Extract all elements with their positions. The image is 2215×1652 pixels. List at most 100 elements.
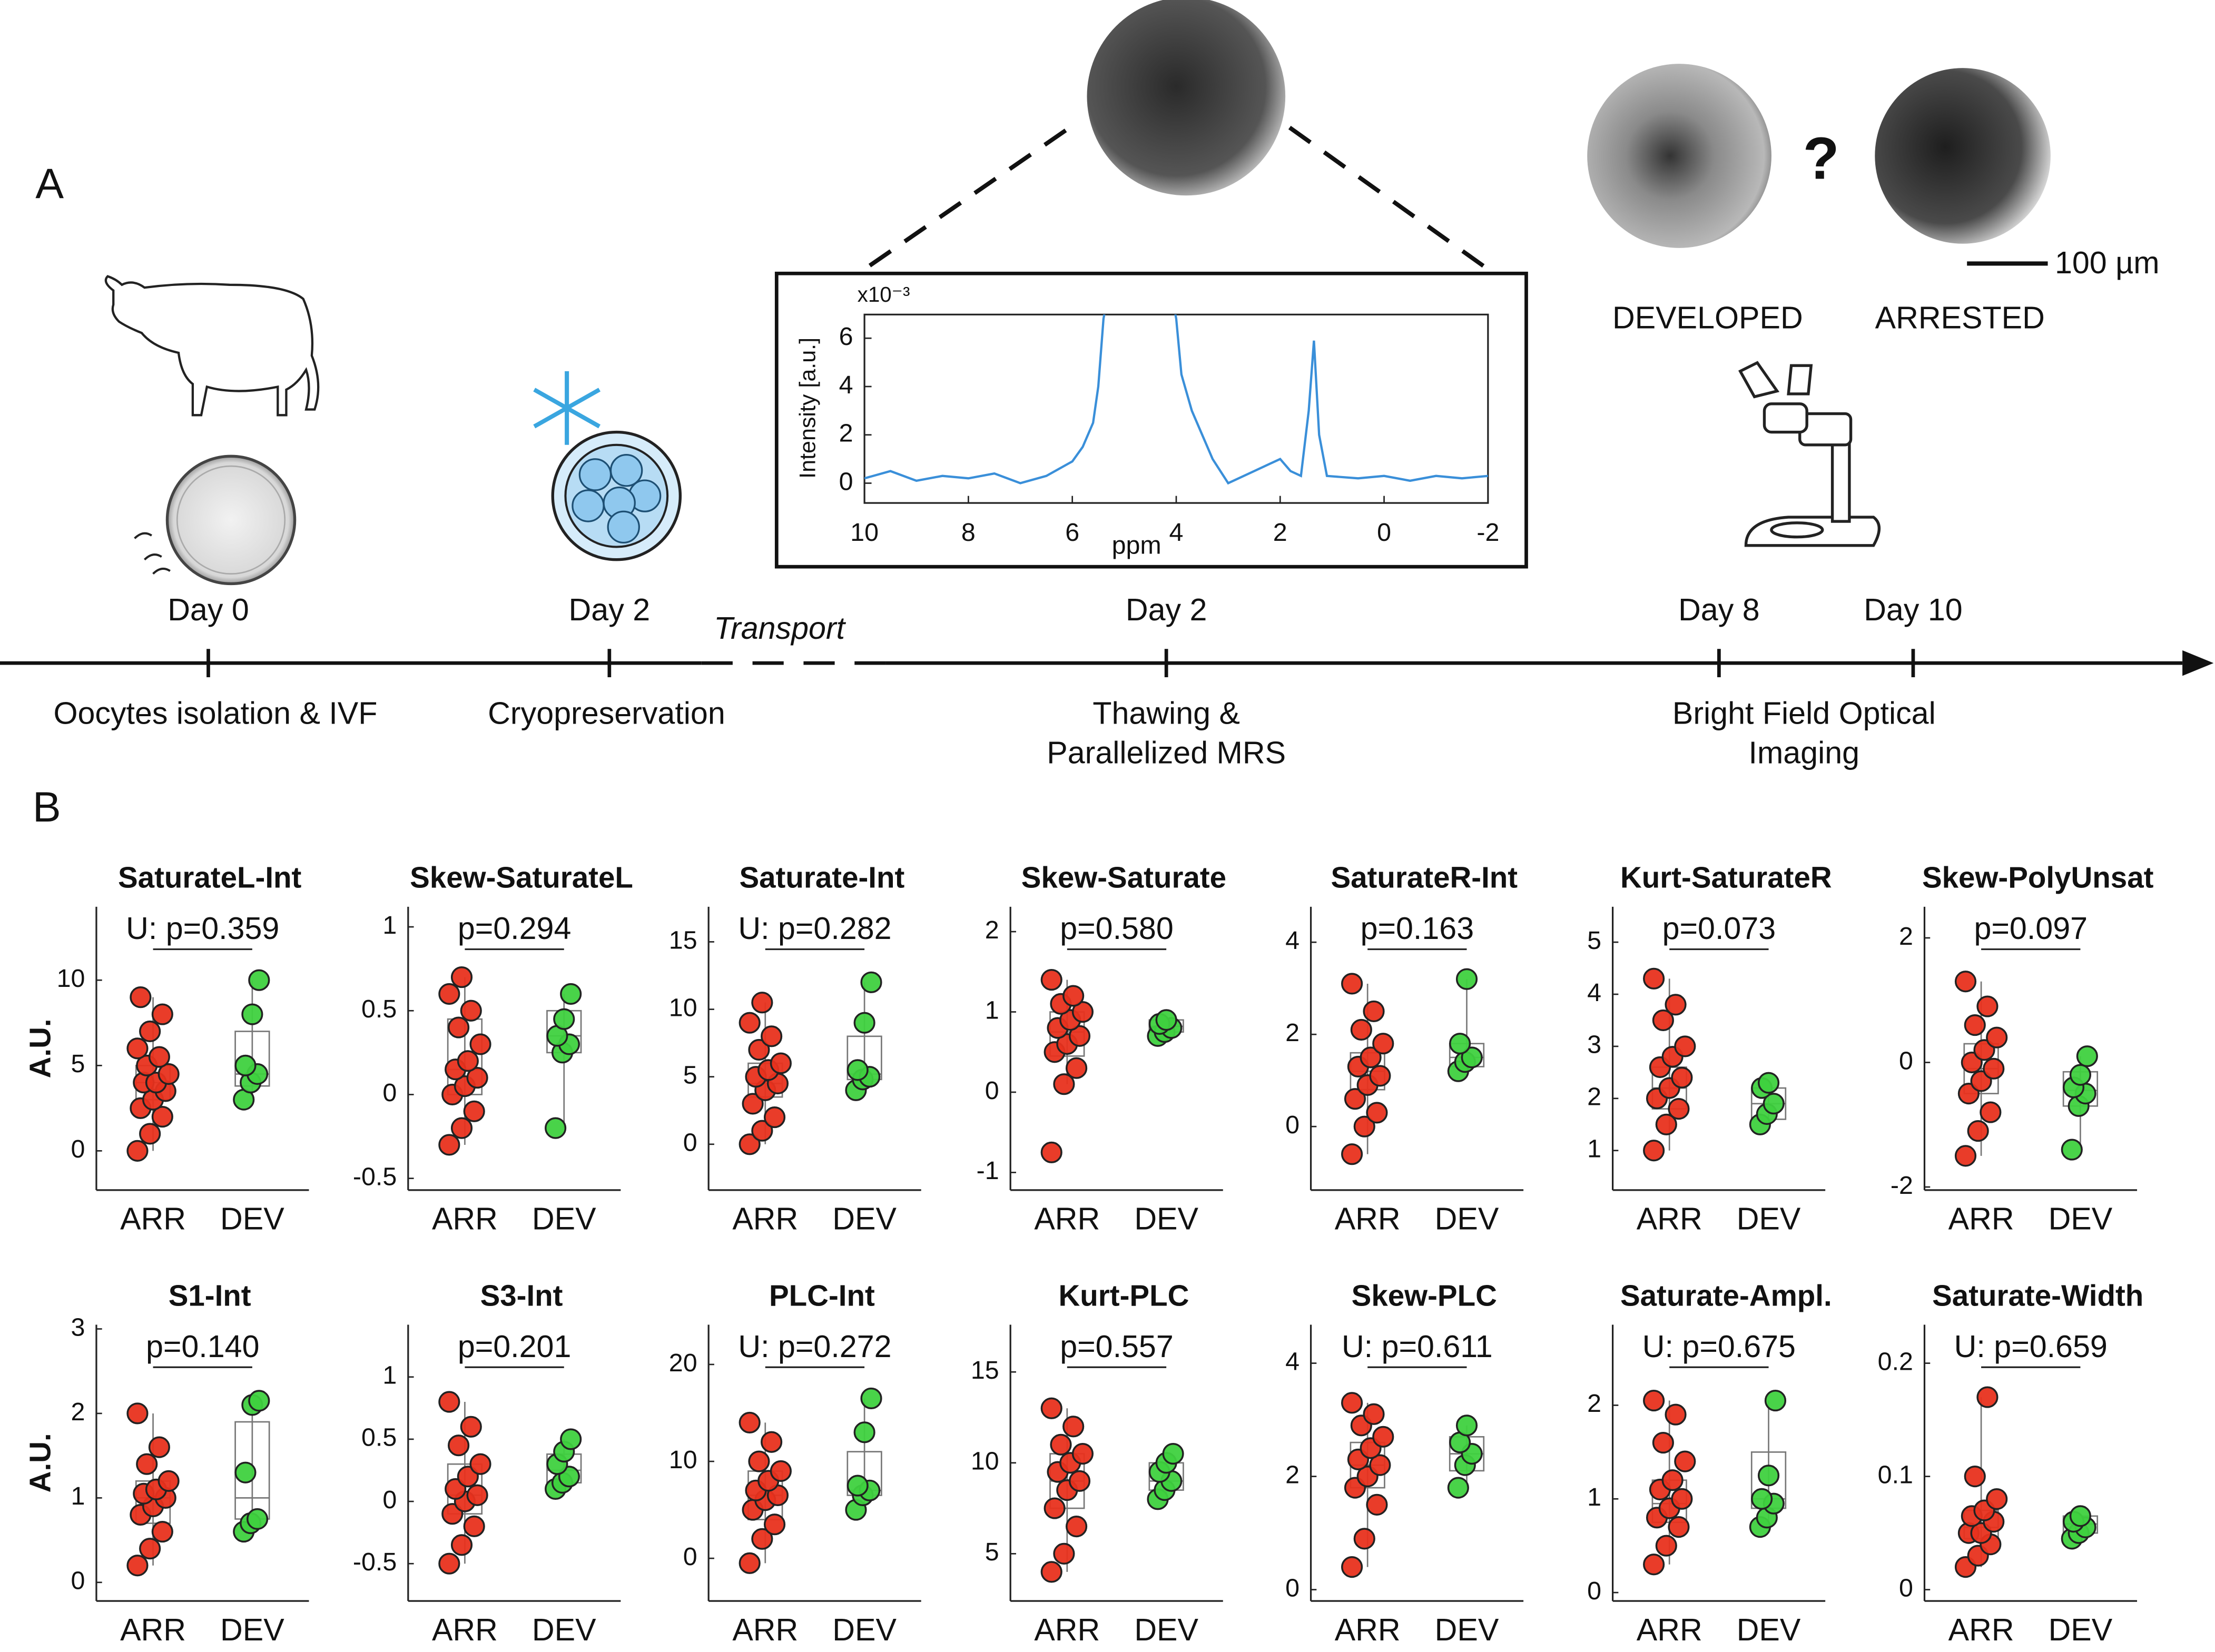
- panel-title: Kurt-SaturateR: [1620, 861, 1832, 894]
- x-tick-label: DEV: [2049, 1612, 2113, 1647]
- data-point: [1066, 1516, 1088, 1538]
- y-scale-label: x10⁻³: [858, 282, 910, 306]
- data-point: [469, 1033, 491, 1055]
- y-tick-label: 0: [839, 467, 853, 496]
- stat-label: U: p=0.359: [126, 911, 279, 946]
- x-tick-label: ARR: [732, 1612, 798, 1647]
- y-tick-label: 0: [382, 1486, 397, 1514]
- data-point: [463, 1100, 485, 1122]
- stage-caption: Thawing &: [1092, 695, 1240, 730]
- x-tick-label: ARR: [120, 1612, 186, 1647]
- data-point: [1366, 1102, 1388, 1124]
- data-point: [248, 1390, 270, 1412]
- data-point: [438, 1391, 460, 1413]
- data-point: [130, 986, 152, 1008]
- data-point: [1341, 1392, 1363, 1414]
- data-point: [1954, 1145, 1977, 1167]
- sperm-icon: [134, 532, 171, 575]
- arrested-label: ARRESTED: [1875, 300, 2045, 335]
- data-point: [1757, 1072, 1780, 1094]
- stat-label: p=0.163: [1361, 911, 1474, 946]
- data-point: [2061, 1139, 2083, 1161]
- y-tick-label: 15: [669, 926, 697, 954]
- data-point: [751, 1120, 773, 1142]
- data-point: [770, 1460, 792, 1482]
- data-point: [853, 1421, 875, 1443]
- day-label: Day 2: [1126, 592, 1207, 627]
- developed-image: [1587, 64, 1771, 248]
- y-tick-label: 0: [382, 1079, 397, 1107]
- data-point: [860, 971, 882, 993]
- data-point: [1671, 1488, 1693, 1510]
- data-point: [126, 1037, 149, 1060]
- y-tick-label: 3: [71, 1313, 85, 1341]
- data-point: [450, 966, 473, 988]
- data-point: [126, 1402, 149, 1425]
- spectrum-line: [864, 314, 1488, 485]
- stat-label: U: p=0.611: [1342, 1329, 1493, 1364]
- data-point: [1643, 1554, 1665, 1576]
- data-point: [560, 1428, 582, 1450]
- x-tick-label: 0: [1377, 518, 1391, 547]
- data-point: [1053, 1542, 1075, 1565]
- data-point: [157, 1470, 180, 1492]
- data-point: [1652, 1009, 1674, 1032]
- y-tick-label: 10: [669, 1446, 697, 1474]
- x-tick-label: ARR: [1335, 1201, 1401, 1236]
- data-point: [469, 1453, 491, 1475]
- data-point: [1986, 1488, 2008, 1510]
- data-point: [1449, 1033, 1471, 1055]
- data-point: [466, 1484, 488, 1506]
- panel-title: PLC-Int: [769, 1279, 875, 1312]
- data-point: [460, 1416, 482, 1438]
- y-tick-label: 5: [683, 1061, 697, 1089]
- data-point: [1040, 1141, 1062, 1163]
- data-point: [1665, 1403, 1687, 1426]
- stat-label: p=0.294: [458, 911, 572, 946]
- panel-label: B: [33, 784, 61, 831]
- data-point: [234, 1054, 257, 1076]
- y-tick-label: 0: [1285, 1111, 1300, 1139]
- day-label: Day 2: [569, 592, 651, 627]
- data-point: [751, 1528, 773, 1550]
- x-tick-label: DEV: [1737, 1612, 1801, 1647]
- x-tick-label: DEV: [532, 1201, 596, 1236]
- x-tick-label: 8: [961, 518, 976, 547]
- y-axis-label: A.U.: [24, 1433, 57, 1492]
- data-point: [1461, 1046, 1483, 1069]
- question-mark: ?: [1803, 125, 1839, 191]
- y-tick-label: 1: [985, 996, 999, 1024]
- x-tick-label: 6: [1065, 518, 1079, 547]
- data-point: [1040, 968, 1062, 991]
- data-point: [1369, 1454, 1391, 1476]
- x-tick-label: ARR: [120, 1201, 186, 1236]
- day-label: Day 0: [168, 592, 249, 627]
- data-point: [1976, 1386, 1999, 1408]
- scale-label: 100 µm: [2055, 245, 2160, 280]
- data-point: [466, 1067, 488, 1089]
- data-point: [763, 1513, 786, 1536]
- y-tick-label: 5: [985, 1538, 999, 1566]
- data-point: [1369, 1065, 1391, 1087]
- data-point: [739, 1411, 761, 1433]
- x-tick-label: DEV: [220, 1612, 284, 1647]
- data-point: [151, 1105, 173, 1128]
- x-tick-label: DEV: [1435, 1612, 1499, 1647]
- data-point: [448, 1435, 470, 1457]
- data-point: [1980, 1101, 2002, 1123]
- data-point: [246, 1508, 269, 1530]
- x-tick-label: ARR: [432, 1612, 498, 1647]
- data-point: [234, 1461, 257, 1483]
- stat-label: U: p=0.282: [738, 911, 891, 946]
- data-point: [1053, 1073, 1075, 1095]
- data-point: [1764, 1389, 1787, 1412]
- data-point: [1447, 1477, 1469, 1499]
- data-point: [2076, 1045, 2098, 1067]
- y-tick-label: 1: [382, 1361, 397, 1390]
- x-tick-label: DEV: [1134, 1201, 1198, 1236]
- x-tick-label: ARR: [1034, 1201, 1100, 1236]
- data-point: [1043, 1497, 1066, 1519]
- data-point: [1372, 1033, 1394, 1055]
- zoom-line: [1288, 125, 1490, 271]
- data-point: [1668, 1098, 1690, 1120]
